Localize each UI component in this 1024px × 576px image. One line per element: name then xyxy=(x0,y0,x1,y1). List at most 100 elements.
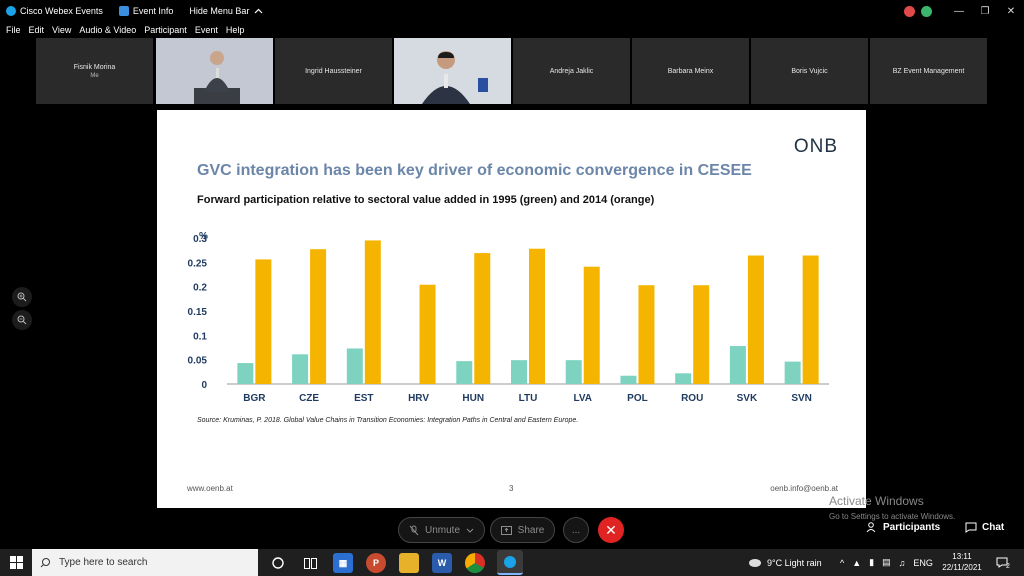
menu-event[interactable]: Event xyxy=(194,25,218,35)
leave-button[interactable]: ✕ xyxy=(598,517,624,543)
bar-1995-LTU xyxy=(511,360,527,384)
participant-tile-bz-event[interactable]: BZ Event Management xyxy=(870,38,987,104)
chrome-icon[interactable] xyxy=(465,553,485,573)
bar-2014-SVN xyxy=(802,255,819,384)
status-icon xyxy=(904,5,915,17)
volume-icon[interactable]: ♫ xyxy=(898,557,906,568)
webex-logo-icon xyxy=(6,6,16,16)
rain-cloud-icon xyxy=(749,558,761,567)
bar-1995-EST xyxy=(346,348,363,384)
zoom-in-icon xyxy=(17,292,27,302)
y-tick-label: 0 xyxy=(201,380,207,391)
start-button[interactable] xyxy=(0,549,32,576)
activate-windows-hint: Go to Settings to activate Windows. xyxy=(829,512,956,521)
slide-source: Source: Kruminas, P. 2018. Global Value … xyxy=(197,417,579,424)
weather-widget[interactable]: 9°C Light rain xyxy=(748,549,822,576)
close-icon: ✕ xyxy=(605,521,617,538)
unmute-button[interactable]: Unmute xyxy=(398,517,485,543)
menu-file[interactable]: File xyxy=(6,25,21,35)
share-icon xyxy=(500,525,512,535)
store-icon[interactable]: ▦ xyxy=(333,553,353,573)
bar-2014-HRV xyxy=(419,284,436,384)
bar-1995-POL xyxy=(620,375,637,384)
x-tick-label: HRV xyxy=(408,393,429,404)
x-tick-label: HUN xyxy=(462,393,484,404)
y-tick-label: 0.2 xyxy=(193,283,207,294)
oenb-logo: ONB xyxy=(793,136,838,157)
battery-icon[interactable]: ▮ xyxy=(869,557,875,567)
bar-2014-SVK xyxy=(747,255,764,384)
bar-2014-LVA xyxy=(583,266,600,384)
chevron-up-icon xyxy=(254,6,263,16)
speaker-video-image xyxy=(156,38,273,104)
footer-url: www.oenb.at xyxy=(187,484,233,493)
app-title: Cisco Webex Events xyxy=(6,6,103,16)
word-icon[interactable]: W xyxy=(432,553,452,573)
search-icon xyxy=(40,558,50,568)
participants-button[interactable]: Participants xyxy=(866,522,940,533)
notifications-button[interactable]: 2 xyxy=(996,549,1010,576)
bar-1995-SVN xyxy=(784,361,801,384)
taskbar-search[interactable]: Type here to search xyxy=(32,549,258,576)
event-info-button[interactable]: Event Info xyxy=(118,6,174,16)
language-indicator[interactable]: ENG xyxy=(913,557,933,568)
participant-sub: Me xyxy=(90,72,99,79)
maximize-button[interactable]: ❐ xyxy=(980,5,990,17)
notification-icon xyxy=(996,557,1008,568)
menu-audio-video[interactable]: Audio & Video xyxy=(79,25,137,35)
chat-button[interactable]: Chat xyxy=(965,522,1004,533)
bar-2014-ROU xyxy=(693,285,710,384)
minimize-button[interactable]: — xyxy=(954,5,964,17)
cortana-icon[interactable] xyxy=(268,553,288,573)
share-button[interactable]: Share xyxy=(490,517,555,543)
participant-name: Barbara Meinx xyxy=(667,67,714,75)
file-explorer-icon[interactable] xyxy=(399,553,419,573)
time: 13:11 xyxy=(952,552,972,561)
clock[interactable]: 13:11 22/11/2021 xyxy=(940,551,984,573)
participant-tile-fisnik[interactable]: Fisnik Morina Me xyxy=(36,38,153,104)
chevron-up-icon[interactable]: ^ xyxy=(840,557,845,568)
x-tick-label: LVA xyxy=(573,393,592,404)
participant-video-speaker-1[interactable] xyxy=(156,38,273,104)
webex-taskbar-icon[interactable] xyxy=(497,550,523,575)
hide-menu-label: Hide Menu Bar xyxy=(189,6,250,16)
participant-name: Andreja Jaklic xyxy=(549,67,594,75)
participant-tile-boris[interactable]: Boris Vujcic xyxy=(751,38,868,104)
muted-mic-icon xyxy=(409,525,419,535)
slide-subtitle: Forward participation relative to sector… xyxy=(197,194,655,206)
chat-icon xyxy=(965,522,977,533)
shield-icon xyxy=(118,6,129,16)
y-tick-label: 0.05 xyxy=(188,356,208,367)
participant-name: Fisnik Morina xyxy=(73,63,116,71)
menu-edit[interactable]: Edit xyxy=(28,25,45,35)
network-icon[interactable]: ▤ xyxy=(882,557,891,567)
close-window-button[interactable]: ✕ xyxy=(1006,5,1016,17)
hide-menu-bar-button[interactable]: Hide Menu Bar xyxy=(189,6,263,16)
participant-tile-barbara[interactable]: Barbara Meinx xyxy=(632,38,749,104)
menu-help[interactable]: Help xyxy=(225,25,245,35)
participant-tile-ingrid[interactable]: Ingrid Haussteiner xyxy=(275,38,392,104)
more-options-button[interactable]: ... xyxy=(563,517,589,543)
participant-video-speaker-2[interactable] xyxy=(394,38,511,104)
task-view-icon[interactable] xyxy=(300,553,320,573)
x-tick-label: LTU xyxy=(519,393,538,404)
powerpoint-icon[interactable]: P xyxy=(366,553,386,573)
bar-2014-CZE xyxy=(310,249,327,384)
menu-view[interactable]: View xyxy=(52,25,72,35)
zoom-out-button[interactable] xyxy=(12,310,32,330)
weather-text: 9°C Light rain xyxy=(767,557,822,568)
y-tick-label: 0.3 xyxy=(193,234,207,245)
bluetooth-icon[interactable]: ▲ xyxy=(852,557,862,568)
x-tick-label: BGR xyxy=(243,393,266,404)
event-info-label: Event Info xyxy=(132,6,174,16)
y-tick-label: 0.25 xyxy=(188,258,208,269)
y-axis-unit-label: % xyxy=(199,231,208,242)
bar-chart-svg: % 0 0.05 0.1 0.15 0.2 0.25 0.3 BGR CZE EST HRV HUN LT… xyxy=(188,231,829,404)
zoom-in-button[interactable] xyxy=(12,287,32,307)
tray-icons: ^ ▲ ▮ ▤ ♫ ENG xyxy=(840,549,933,576)
participant-tile-andreja[interactable]: Andreja Jaklic xyxy=(513,38,630,104)
menu-participant[interactable]: Participant xyxy=(144,25,187,35)
zoom-out-icon xyxy=(17,315,27,325)
y-tick-label: 0.15 xyxy=(188,307,208,318)
x-tick-label: POL xyxy=(627,393,648,404)
